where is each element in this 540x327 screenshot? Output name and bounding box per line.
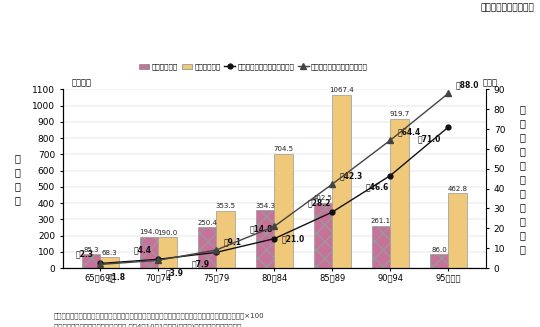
Text: 瘷2.3: 瘷2.3 (76, 250, 93, 259)
Text: 85.3: 85.3 (83, 247, 99, 253)
Bar (82, 254, 100, 268)
Bar (390, 119, 409, 268)
Text: 儸1.8: 儸1.8 (107, 273, 125, 282)
Text: 402.5: 402.5 (313, 195, 333, 201)
Bar (332, 95, 351, 268)
Text: 1067.4: 1067.4 (329, 87, 354, 94)
Bar (217, 211, 235, 268)
Text: 704.5: 704.5 (274, 146, 294, 152)
Bar (372, 226, 390, 268)
Text: 瘷4.4: 瘷4.4 (133, 245, 151, 254)
Bar (198, 227, 217, 268)
Bar (430, 254, 448, 268)
Text: 令和４年１１月審査分: 令和４年１１月審査分 (481, 3, 535, 12)
Y-axis label: 人
口
に
占
め
る
受
給
者
割
合: 人 口 に 占 め る 受 給 者 割 合 (519, 104, 525, 254)
Bar (314, 203, 332, 268)
Text: 353.5: 353.5 (215, 203, 235, 209)
Text: （％）: （％） (483, 78, 498, 88)
Bar (448, 193, 467, 268)
Text: 注：性・年齢階級別人口に占める受給者割合（％）＝性・年齢階級別受給者数／性・年齢階級別人口×100: 注：性・年齢階級別人口に占める受給者割合（％）＝性・年齢階級別受給者数／性・年齢… (54, 312, 265, 319)
Text: 男46.6: 男46.6 (366, 182, 389, 191)
Bar (100, 257, 119, 268)
Text: 354.3: 354.3 (255, 203, 275, 209)
Text: 瘷7.9: 瘷7.9 (191, 259, 210, 268)
Bar (140, 236, 158, 268)
Text: 男14.8: 男14.8 (249, 225, 273, 234)
Legend: 受給者数：男, 受給者数：女, 人口に占める受給者割合：男, 人口に占める受給者割合：女: 受給者数：男, 受給者数：女, 人口に占める受給者割合：男, 人口に占める受給者… (136, 61, 370, 73)
Text: 儸9.1: 儸9.1 (224, 237, 241, 247)
Text: 男71.0: 男71.0 (418, 134, 441, 143)
Text: 261.1: 261.1 (371, 218, 391, 224)
Text: （千人）: （千人） (71, 78, 91, 88)
Bar (158, 237, 177, 268)
Text: 250.4: 250.4 (197, 220, 217, 226)
Text: 男28.2: 男28.2 (307, 198, 330, 207)
Text: 儸64.4: 儸64.4 (397, 128, 421, 137)
Text: 儸21.0: 儸21.0 (281, 234, 305, 244)
Text: 194.0: 194.0 (139, 229, 159, 235)
Text: 462.8: 462.8 (448, 185, 468, 192)
Text: 儸3.9: 儸3.9 (165, 268, 184, 278)
Y-axis label: 受
給
者
数: 受 給 者 数 (15, 153, 21, 205)
Bar (274, 154, 293, 268)
Text: 919.7: 919.7 (389, 112, 410, 117)
Text: 儸88.0: 儸88.0 (455, 81, 479, 90)
Text: 儸42.3: 儸42.3 (339, 172, 362, 181)
Text: 人口は、総務省統計局「人口推計 令和4年10月1日現在(確定値)」の総人口を使用した。: 人口は、総務省統計局「人口推計 令和4年10月1日現在(確定値)」の総人口を使用… (54, 324, 241, 327)
Bar (256, 211, 274, 268)
Text: 190.0: 190.0 (158, 230, 178, 236)
Text: 86.0: 86.0 (431, 247, 447, 253)
Text: 68.3: 68.3 (102, 250, 118, 256)
